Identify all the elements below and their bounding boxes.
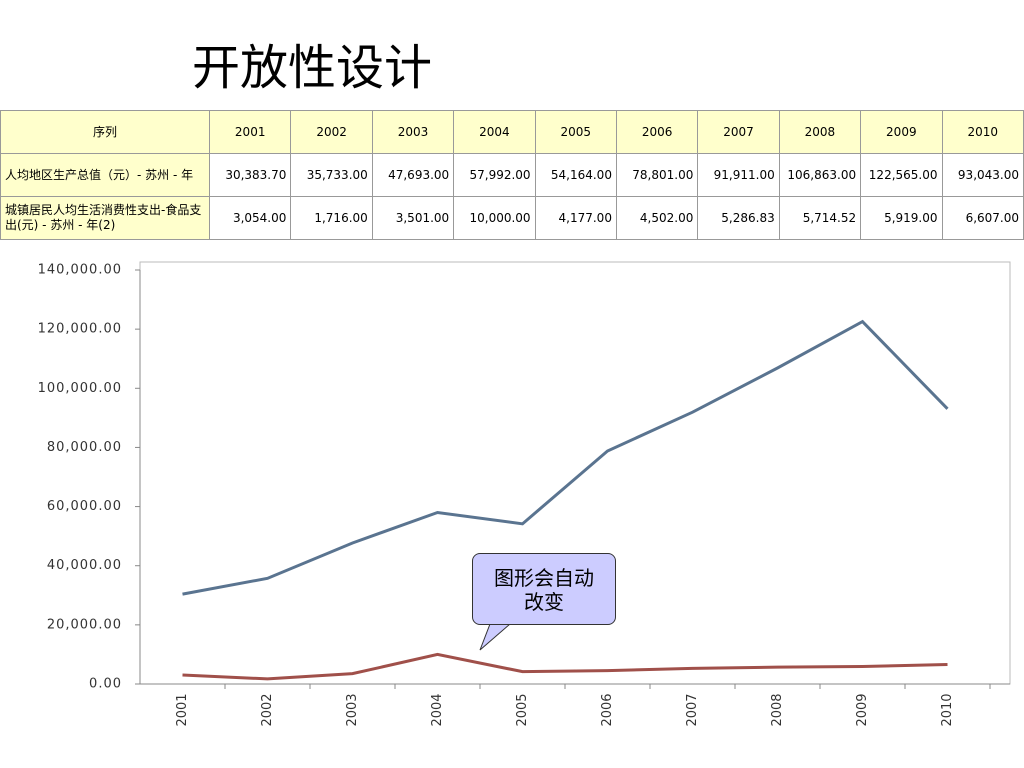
series-line [182,319,949,596]
y-tick-label: 100,000.00 [38,381,122,396]
table-cell: 54,164.00 [534,153,617,197]
y-tick-label: 20,000.00 [47,617,122,632]
table-cell: 2005 [534,110,617,154]
slide-title: 开放性设计 [192,40,433,96]
table-row: 人均地区生产总值（元）- 苏州 - 年 30,383.70 35,733.00 47,… [0,153,1024,197]
table-cell: 2008 [778,110,862,154]
table-cell: 序列 [0,110,210,154]
x-tick-label: 2002 [260,693,275,726]
table-cell: 57,992.00 [453,153,536,197]
table-cell: 1,716.00 [290,196,373,240]
table-cell: 78,801.00 [615,153,699,197]
x-tick-label: 2008 [770,693,785,726]
table-cell: 城镇居民人均生活消费性支出-食品支出(元) - 苏州 - 年(2) [0,196,210,240]
callout-pointer [479,623,511,651]
x-tick-label: 2005 [515,693,530,726]
table-cell: 2004 [453,110,536,154]
y-tick-label: 120,000.00 [38,322,122,337]
table-cell: 35,733.00 [290,153,373,197]
x-tick-label: 2006 [600,693,615,726]
table-cell: 3,054.00 [208,196,292,240]
table-cell: 2001 [208,110,292,154]
table-cell: 4,502.00 [615,196,699,240]
table-cell: 3,501.00 [371,196,455,240]
data-table: 序列 2001 2002 2003 2004 2005 2006 2007 2008 2009 20… [0,110,1024,240]
table-cell: 5,714.52 [778,196,862,240]
x-tick-label: 2004 [430,693,445,726]
y-tick-label: 60,000.00 [47,499,122,514]
y-tick-label: 0.00 [89,677,122,692]
table-cell: 10,000.00 [453,196,536,240]
table-cell: 5,286.83 [697,196,780,240]
x-tick-label: 2009 [855,693,870,726]
y-tick-label: 40,000.00 [47,558,122,573]
table-cell: 2003 [371,110,455,154]
x-tick-label: 2003 [345,693,360,726]
table-cell: 106,863.00 [778,153,862,197]
table-cell: 人均地区生产总值（元）- 苏州 - 年 [0,153,210,197]
x-tick-label: 2001 [175,693,190,726]
callout: 图形会自动改变 [472,553,616,625]
table-cell: 2006 [615,110,699,154]
table-row: 城镇居民人均生活消费性支出-食品支出(元) - 苏州 - 年(2) 3,054.0… [0,196,1024,240]
table-cell: 6,607.00 [941,196,1024,240]
y-tick-label: 80,000.00 [47,440,122,455]
table-cell: 4,177.00 [534,196,617,240]
y-tick-label: 140,000.00 [38,263,122,278]
series-line [182,652,948,681]
table-cell: 93,043.00 [941,153,1024,197]
table-cell: 2007 [697,110,780,154]
table-cell: 2010 [941,110,1024,154]
table-cell: 122,565.00 [860,153,943,197]
table-cell: 5,919.00 [860,196,943,240]
x-tick-label: 2010 [940,693,955,726]
table-row: 序列 2001 2002 2003 2004 2005 2006 2007 2008 2009 20… [0,110,1024,154]
chart: 0.00 20,000.00 40,000.00 60,000.00 80,000.00… [38,261,1011,727]
x-tick-label: 2007 [685,693,700,726]
